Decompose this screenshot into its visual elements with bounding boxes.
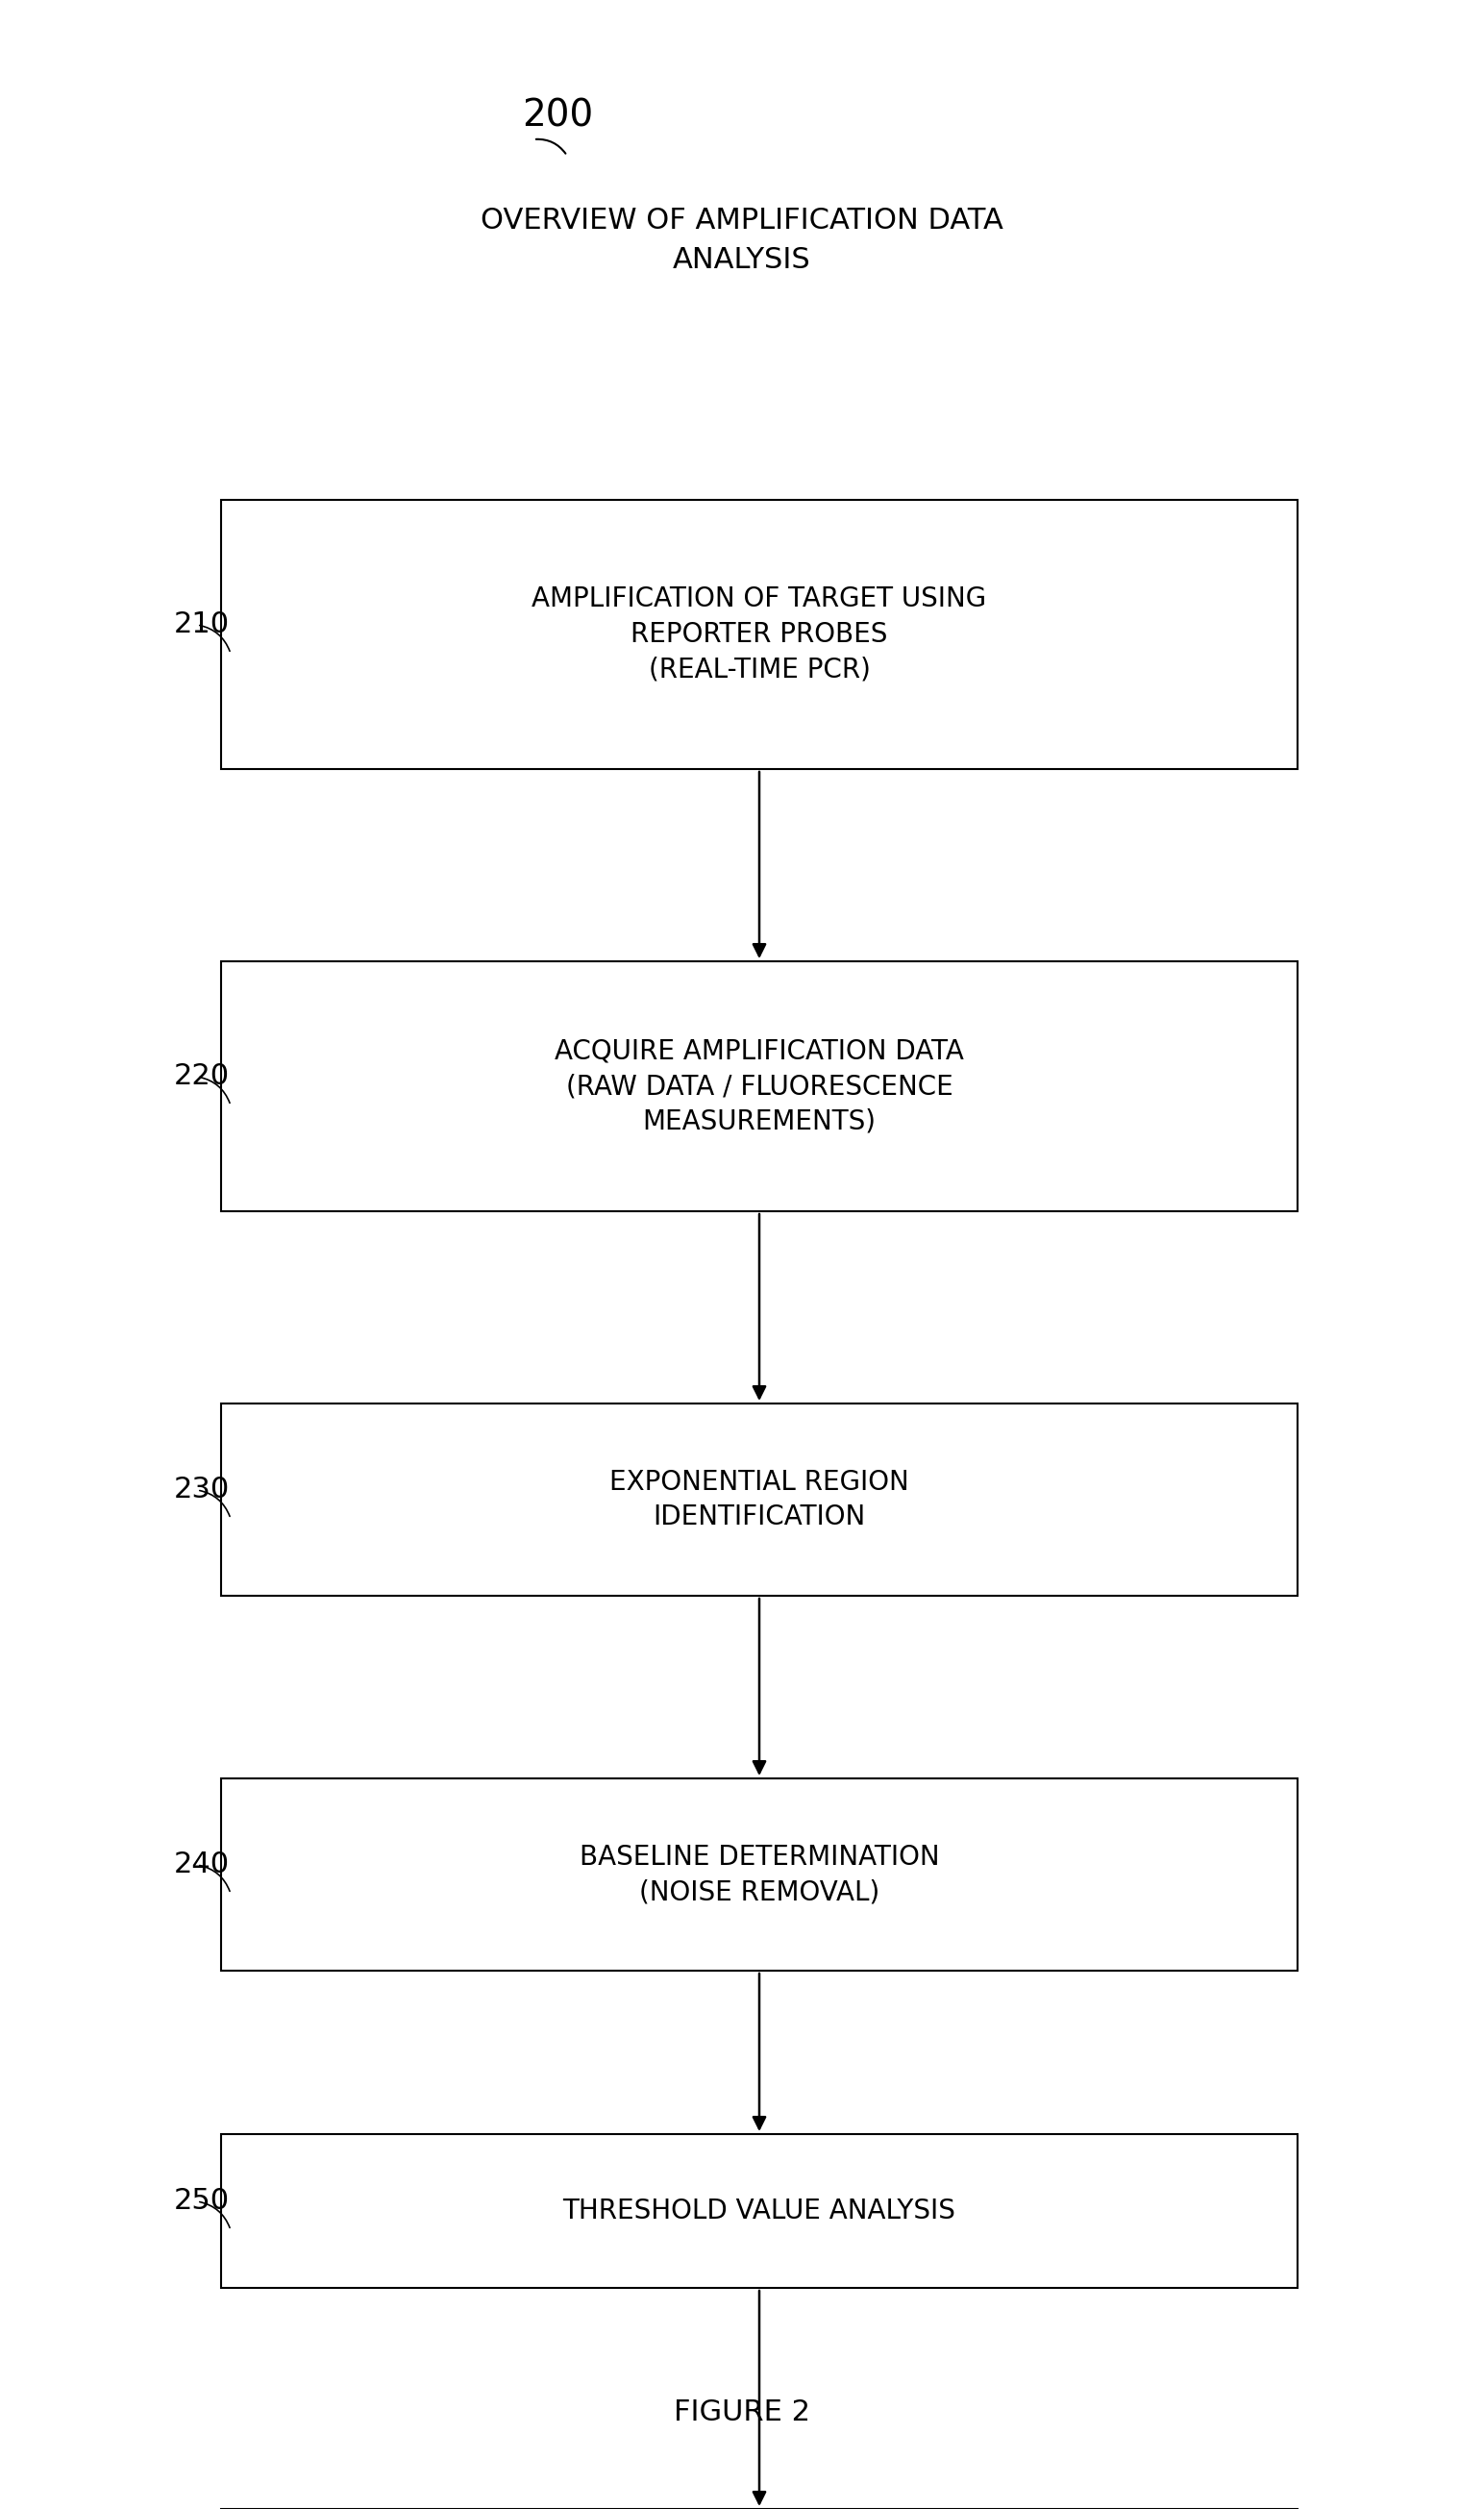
Text: 220: 220 [174,1064,230,1091]
Text: BASELINE DETERMINATION
(NOISE REMOVAL): BASELINE DETERMINATION (NOISE REMOVAL) [579,1844,939,1907]
Text: ACQUIRE AMPLIFICATION DATA
(RAW DATA / FLUORESCENCE
MEASUREMENTS): ACQUIRE AMPLIFICATION DATA (RAW DATA / F… [555,1036,965,1134]
Bar [221,2135,1297,2288]
Text: EXPONENTIAL REGION
IDENTIFICATION: EXPONENTIAL REGION IDENTIFICATION [610,1468,910,1530]
Bar [221,1779,1297,1970]
Text: AMPLIFICATION OF TARGET USING
REPORTER PROBES
(REAL-TIME PCR): AMPLIFICATION OF TARGET USING REPORTER P… [531,585,987,682]
Text: OVERVIEW OF AMPLIFICATION DATA
ANALYSIS: OVERVIEW OF AMPLIFICATION DATA ANALYSIS [481,206,1003,273]
Bar [221,961,1297,1212]
Text: FIGURE 2: FIGURE 2 [674,2399,810,2426]
Bar [221,1403,1297,1596]
Bar [221,499,1297,770]
Text: 240: 240 [174,1852,230,1879]
Text: 210: 210 [174,610,230,640]
Text: 230: 230 [174,1475,230,1503]
Text: 200: 200 [522,98,594,133]
Text: THRESHOLD VALUE ANALYSIS: THRESHOLD VALUE ANALYSIS [562,2198,956,2225]
Text: 250: 250 [174,2188,230,2215]
